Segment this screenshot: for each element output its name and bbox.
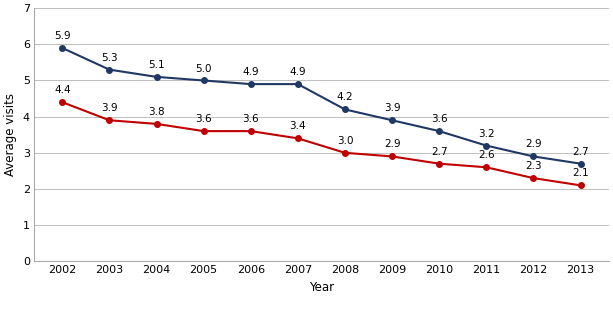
- PAC: [530, 176, 537, 180]
- Text: 2.7: 2.7: [573, 147, 589, 157]
- Text: 4.4: 4.4: [54, 85, 70, 95]
- Community: [435, 129, 443, 133]
- Community: [341, 108, 349, 112]
- Line: PAC: PAC: [59, 99, 584, 188]
- Text: 2.3: 2.3: [525, 161, 542, 171]
- Community: [200, 78, 207, 82]
- Text: 3.6: 3.6: [196, 114, 212, 124]
- Text: 5.1: 5.1: [148, 60, 165, 70]
- PAC: [200, 129, 207, 133]
- PAC: [105, 118, 113, 122]
- Y-axis label: Average visits: Average visits: [4, 93, 17, 176]
- PAC: [247, 129, 254, 133]
- Text: 2.9: 2.9: [525, 139, 542, 149]
- PAC: [59, 100, 66, 104]
- Text: 3.2: 3.2: [478, 129, 495, 139]
- Legend: Community, PAC: Community, PAC: [240, 333, 403, 335]
- Text: 5.3: 5.3: [101, 53, 118, 63]
- PAC: [341, 151, 349, 155]
- PAC: [435, 162, 443, 166]
- X-axis label: Year: Year: [309, 281, 334, 294]
- PAC: [294, 136, 302, 140]
- Text: 5.0: 5.0: [196, 64, 212, 74]
- Text: 3.9: 3.9: [101, 103, 118, 113]
- Text: 3.4: 3.4: [289, 121, 306, 131]
- Text: 4.9: 4.9: [289, 67, 306, 77]
- Text: 5.9: 5.9: [54, 31, 70, 41]
- Community: [577, 162, 584, 166]
- Community: [530, 154, 537, 158]
- Text: 3.9: 3.9: [384, 103, 400, 113]
- Community: [247, 82, 254, 86]
- Text: 2.7: 2.7: [431, 147, 447, 157]
- PAC: [577, 183, 584, 187]
- Community: [153, 75, 160, 79]
- Community: [389, 118, 396, 122]
- PAC: [389, 154, 396, 158]
- Text: 3.6: 3.6: [431, 114, 447, 124]
- Text: 4.2: 4.2: [337, 92, 353, 103]
- Text: 3.0: 3.0: [337, 136, 353, 146]
- Community: [294, 82, 302, 86]
- Line: Community: Community: [59, 45, 584, 166]
- Text: 4.9: 4.9: [242, 67, 259, 77]
- Text: 2.9: 2.9: [384, 139, 400, 149]
- Text: 3.6: 3.6: [242, 114, 259, 124]
- Community: [482, 144, 490, 148]
- Text: 2.1: 2.1: [573, 169, 589, 179]
- Community: [105, 68, 113, 72]
- Community: [59, 46, 66, 50]
- PAC: [153, 122, 160, 126]
- Text: 2.6: 2.6: [478, 150, 495, 160]
- Text: 3.8: 3.8: [148, 107, 165, 117]
- PAC: [482, 165, 490, 169]
